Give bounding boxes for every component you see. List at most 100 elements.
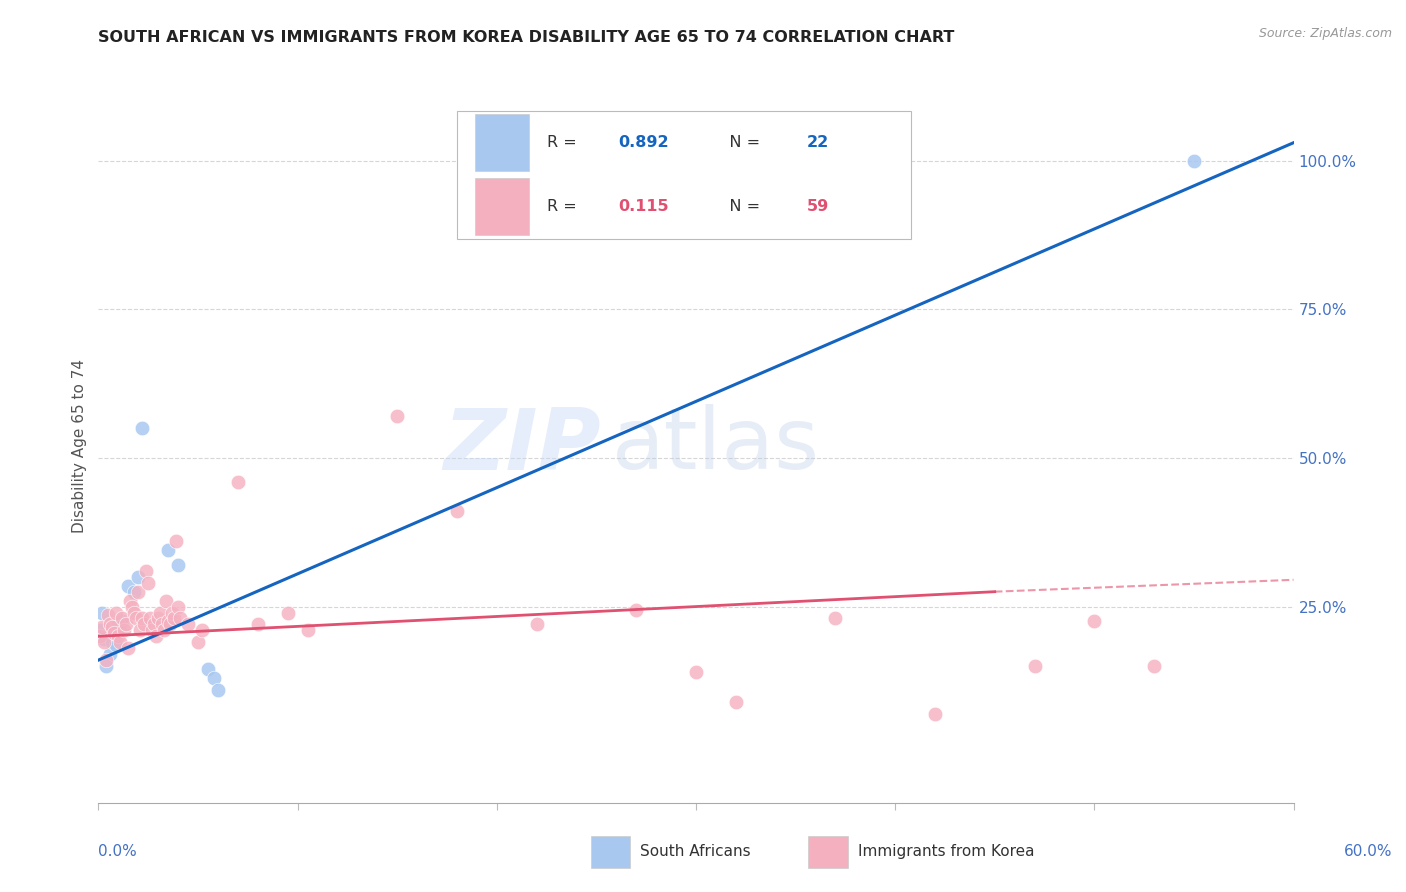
Point bbox=[91, 620, 114, 634]
Point bbox=[924, 706, 946, 721]
Text: N =: N = bbox=[714, 200, 765, 214]
Point bbox=[155, 593, 177, 607]
Point bbox=[207, 682, 229, 697]
Point bbox=[139, 611, 162, 625]
Point bbox=[169, 611, 191, 625]
Point bbox=[98, 617, 122, 632]
Text: R =: R = bbox=[547, 200, 586, 214]
Point bbox=[297, 624, 319, 638]
Point bbox=[1182, 153, 1205, 168]
Text: Source: ZipAtlas.com: Source: ZipAtlas.com bbox=[1258, 27, 1392, 40]
Text: 0.115: 0.115 bbox=[619, 200, 669, 214]
Point bbox=[149, 606, 172, 620]
Point bbox=[824, 611, 846, 625]
Point bbox=[226, 475, 249, 489]
Point bbox=[98, 647, 122, 661]
Text: 22: 22 bbox=[807, 136, 830, 150]
Point bbox=[526, 617, 548, 632]
Point bbox=[103, 626, 125, 640]
Point bbox=[127, 570, 149, 584]
Text: N =: N = bbox=[714, 136, 765, 150]
Point bbox=[150, 617, 173, 632]
Point bbox=[127, 584, 149, 599]
Point bbox=[121, 599, 143, 614]
Text: 59: 59 bbox=[807, 200, 830, 214]
Text: ZIP: ZIP bbox=[443, 404, 600, 488]
Point bbox=[246, 617, 269, 632]
Point bbox=[685, 665, 707, 679]
Point bbox=[111, 615, 134, 629]
FancyBboxPatch shape bbox=[475, 178, 529, 235]
Point bbox=[90, 624, 112, 638]
Point bbox=[197, 662, 219, 676]
Point bbox=[177, 617, 200, 632]
Point bbox=[160, 606, 183, 620]
Point bbox=[167, 599, 190, 614]
Y-axis label: Disability Age 65 to 74: Disability Age 65 to 74 bbox=[72, 359, 87, 533]
Point bbox=[115, 617, 138, 632]
Point bbox=[97, 626, 120, 640]
Text: SOUTH AFRICAN VS IMMIGRANTS FROM KOREA DISABILITY AGE 65 TO 74 CORRELATION CHART: SOUTH AFRICAN VS IMMIGRANTS FROM KOREA D… bbox=[98, 29, 955, 45]
Point bbox=[1024, 659, 1046, 673]
Point bbox=[163, 611, 186, 625]
Point bbox=[97, 608, 120, 623]
Point bbox=[93, 635, 115, 649]
Point bbox=[131, 421, 153, 435]
Point bbox=[143, 617, 166, 632]
Point bbox=[120, 593, 142, 607]
Point bbox=[101, 635, 124, 649]
Point bbox=[111, 611, 134, 625]
Point bbox=[159, 617, 181, 632]
Point bbox=[105, 606, 128, 620]
Text: 0.892: 0.892 bbox=[619, 136, 669, 150]
Point bbox=[101, 620, 124, 634]
Point bbox=[724, 695, 747, 709]
Point bbox=[135, 564, 157, 578]
Point bbox=[277, 606, 299, 620]
Point bbox=[93, 632, 115, 647]
Point bbox=[153, 624, 176, 638]
Point bbox=[96, 653, 118, 667]
Point bbox=[110, 635, 132, 649]
FancyBboxPatch shape bbox=[475, 114, 529, 171]
Point bbox=[129, 624, 152, 638]
Point bbox=[157, 615, 180, 629]
Text: Immigrants from Korea: Immigrants from Korea bbox=[858, 845, 1035, 859]
Point bbox=[141, 624, 163, 638]
Text: 60.0%: 60.0% bbox=[1344, 845, 1392, 859]
Point bbox=[117, 641, 139, 656]
Point bbox=[145, 629, 167, 643]
Point bbox=[134, 617, 156, 632]
Point bbox=[446, 504, 468, 518]
Point bbox=[1083, 615, 1105, 629]
Point bbox=[124, 584, 146, 599]
Point bbox=[112, 624, 135, 638]
FancyBboxPatch shape bbox=[457, 111, 911, 239]
Point bbox=[1143, 659, 1166, 673]
Point bbox=[148, 611, 170, 625]
Text: atlas: atlas bbox=[613, 404, 820, 488]
Text: R =: R = bbox=[547, 136, 582, 150]
Point bbox=[110, 620, 132, 634]
Point bbox=[103, 629, 125, 643]
Point bbox=[117, 579, 139, 593]
Point bbox=[131, 611, 153, 625]
Text: South Africans: South Africans bbox=[640, 845, 751, 859]
Point bbox=[107, 629, 129, 643]
Point bbox=[105, 638, 128, 652]
Point bbox=[125, 611, 148, 625]
Point bbox=[187, 635, 209, 649]
Point bbox=[202, 671, 225, 685]
Point bbox=[167, 558, 190, 572]
Point bbox=[136, 575, 159, 590]
Point bbox=[89, 629, 111, 643]
Point bbox=[96, 659, 118, 673]
Point bbox=[165, 534, 187, 549]
Point bbox=[107, 617, 129, 632]
Text: 0.0%: 0.0% bbox=[98, 845, 138, 859]
Point bbox=[91, 606, 114, 620]
Point bbox=[191, 624, 214, 638]
Point bbox=[124, 606, 146, 620]
Point bbox=[385, 409, 409, 424]
Point bbox=[157, 543, 180, 558]
